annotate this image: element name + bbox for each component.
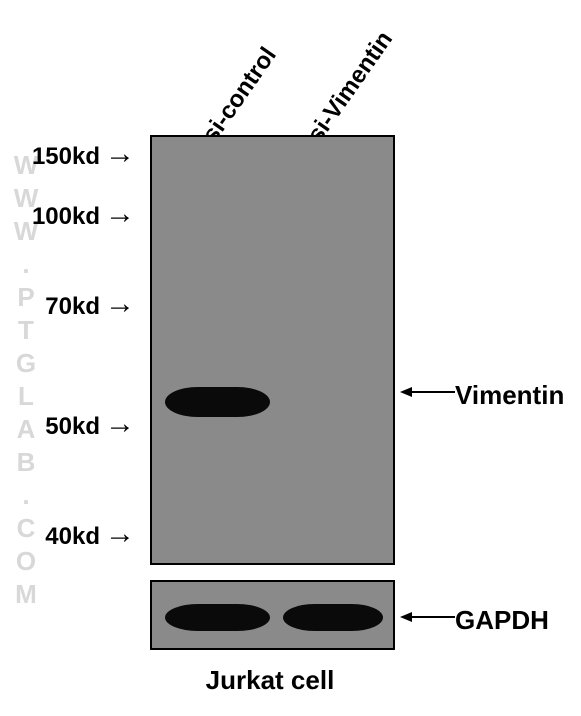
gapdh-arrow — [400, 607, 455, 632]
vimentin-band-lane1 — [165, 387, 270, 417]
mw-arrow-150: → — [105, 137, 135, 171]
lane2-label: si-Vimentin — [302, 26, 399, 148]
vimentin-label: Vimentin — [455, 380, 564, 411]
gapdh-band-lane2 — [283, 604, 383, 631]
sample-label: Jurkat cell — [145, 665, 395, 696]
mw-label-100: 100kd — [10, 203, 100, 231]
lane1-label: si-control — [197, 42, 283, 148]
mw-arrow-70: → — [105, 287, 135, 321]
gapdh-label: GAPDH — [455, 605, 549, 636]
mw-label-70: 70kd — [10, 293, 100, 321]
mw-arrow-100: → — [105, 197, 135, 231]
gapdh-band-lane1 — [165, 604, 270, 631]
main-blot-panel — [150, 135, 395, 565]
mw-label-150: 150kd — [10, 143, 100, 171]
mw-label-40: 40kd — [10, 523, 100, 551]
vimentin-arrow — [400, 382, 455, 407]
mw-label-50: 50kd — [10, 413, 100, 441]
mw-arrow-40: → — [105, 517, 135, 551]
mw-arrow-50: → — [105, 407, 135, 441]
